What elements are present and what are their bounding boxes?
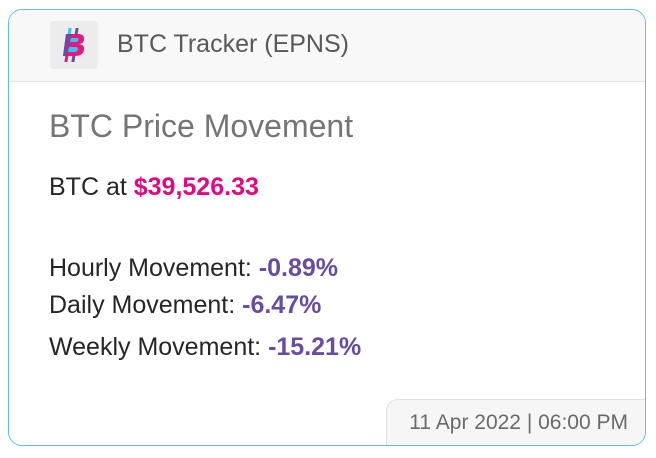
daily-movement-label: Daily Movement: xyxy=(49,291,243,319)
price-line: BTC at $39,526.33 xyxy=(49,173,259,202)
weekly-movement-value: -15.21% xyxy=(268,333,362,361)
app-name: BTC Tracker (EPNS) xyxy=(117,30,349,58)
notification-header: BTC Tracker (EPNS) xyxy=(9,10,645,82)
daily-movement-line: Daily Movement: -6.47% xyxy=(49,291,321,320)
weekly-movement-label: Weekly Movement: xyxy=(49,333,269,361)
notification-title: BTC Price Movement xyxy=(49,108,354,144)
notification-card: BTC Tracker (EPNS) BTC Price Movement BT… xyxy=(8,9,646,446)
price-label: BTC at xyxy=(49,173,134,201)
daily-movement-value: -6.47% xyxy=(242,291,322,319)
hourly-movement-line: Hourly Movement: -0.89% xyxy=(49,254,338,283)
hourly-movement-value: -0.89% xyxy=(258,254,339,282)
price-value: $39,526.33 xyxy=(133,173,259,201)
weekly-movement-line: Weekly Movement: -15.21% xyxy=(49,333,361,362)
bitcoin-logo-icon xyxy=(50,21,98,69)
hourly-movement-label: Hourly Movement: xyxy=(49,254,259,282)
timestamp-badge: 11 Apr 2022 | 06:00 PM xyxy=(386,399,645,445)
